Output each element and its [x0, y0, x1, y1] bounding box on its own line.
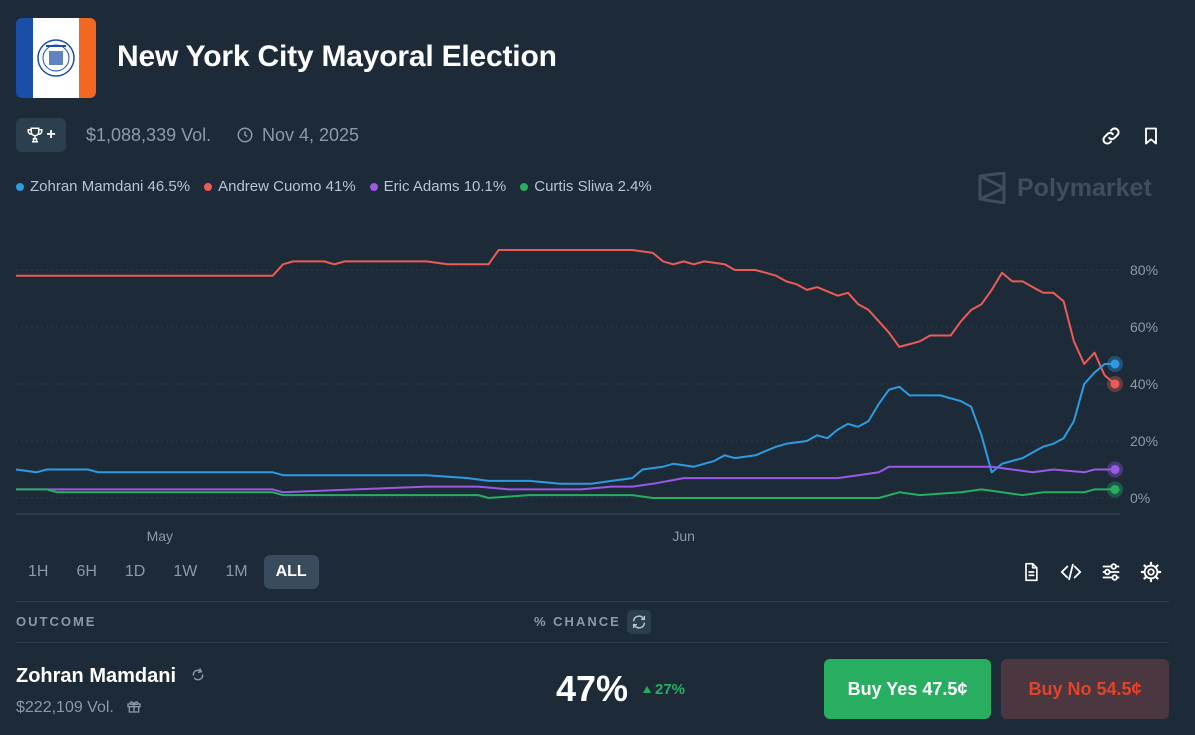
- trophy-plus: +: [46, 126, 56, 143]
- series-line-andrew-cuomo: [16, 249, 1116, 385]
- outcome-volume: $222,109 Vol.: [16, 698, 142, 717]
- buy-no-button[interactable]: Buy No 54.5¢: [1001, 659, 1169, 719]
- y-tick-label: 40%: [1130, 376, 1158, 392]
- polymarket-watermark: Polymarket: [977, 172, 1152, 204]
- range-6h[interactable]: 6H: [76, 563, 97, 580]
- refresh-button[interactable]: [627, 610, 651, 634]
- triangle-up-icon: [643, 685, 651, 693]
- gear-icon: [1140, 561, 1162, 583]
- seal-icon: [37, 39, 75, 77]
- link-button[interactable]: [1099, 124, 1123, 148]
- embed-button[interactable]: [1059, 560, 1083, 584]
- series-line-curtis-sliwa: [16, 488, 1115, 499]
- outcome-name[interactable]: Zohran Mamdani: [16, 665, 206, 688]
- code-icon: [1060, 563, 1082, 581]
- price-chart[interactable]: 80% 60% 40% 20% 0% May Jun: [0, 230, 1195, 550]
- page-title: New York City Mayoral Election: [117, 40, 557, 73]
- trophy-icon: [27, 127, 43, 143]
- y-tick-label: 0%: [1130, 490, 1150, 506]
- brand-text: Polymarket: [1017, 173, 1152, 202]
- divider: [16, 642, 1169, 643]
- series-endpoint: [1110, 379, 1120, 389]
- range-1d[interactable]: 1D: [124, 563, 146, 580]
- sync-icon: [192, 668, 203, 681]
- y-tick-label: 60%: [1130, 319, 1158, 335]
- document-icon: [1025, 562, 1038, 582]
- time-range-selector: 1H 6H 1D 1W 1M ALL: [16, 555, 319, 589]
- y-tick-label: 80%: [1130, 262, 1158, 278]
- legend-item-cuomo: Andrew Cuomo 41%: [204, 178, 356, 195]
- gift-icon: [127, 701, 141, 713]
- range-1h[interactable]: 1H: [28, 563, 49, 580]
- clock-icon: [237, 127, 253, 143]
- range-all[interactable]: ALL: [263, 555, 319, 589]
- outcome-chance: 47%: [556, 668, 629, 709]
- chart-legend: Zohran Mamdani 46.5% Andrew Cuomo 41% Er…: [16, 178, 652, 195]
- series-endpoint: [1110, 359, 1120, 369]
- series-endpoint: [1110, 465, 1120, 474]
- refresh-icon: [632, 615, 646, 629]
- x-tick-label: Jun: [672, 528, 695, 544]
- total-volume: $1,088,339 Vol.: [86, 124, 212, 145]
- nyc-flag-logo: [16, 18, 96, 98]
- range-1w[interactable]: 1W: [173, 563, 198, 580]
- legend-item-mamdani: Zohran Mamdani 46.5%: [16, 178, 190, 195]
- trophy-button[interactable]: +: [16, 118, 66, 152]
- outcome-column-header: OUTCOME: [16, 614, 97, 629]
- end-date-text: Nov 4, 2025: [262, 124, 360, 145]
- polymarket-logo-icon: [978, 172, 1006, 204]
- y-tick-label: 20%: [1130, 433, 1158, 449]
- bookmark-icon: [1145, 127, 1157, 145]
- bookmark-button[interactable]: [1139, 124, 1163, 148]
- end-date: Nov 4, 2025: [236, 118, 359, 152]
- chance-column-header: % CHANCE: [534, 614, 621, 629]
- legend-item-adams: Eric Adams 10.1%: [369, 178, 506, 195]
- link-icon: [1102, 127, 1120, 145]
- x-tick-label: May: [147, 528, 173, 544]
- range-1m[interactable]: 1M: [225, 563, 248, 580]
- settings-button[interactable]: [1139, 560, 1163, 584]
- buy-yes-button[interactable]: Buy Yes 47.5¢: [824, 659, 991, 719]
- document-button[interactable]: [1019, 560, 1043, 584]
- series-line-eric-adams: [16, 465, 1115, 494]
- chance-delta: 27%: [642, 681, 685, 698]
- sliders-icon: [1102, 563, 1120, 581]
- divider: [16, 601, 1169, 602]
- legend-item-sliwa: Curtis Sliwa 2.4%: [520, 178, 652, 195]
- series-line-zohran-mamdani: [15, 363, 1115, 485]
- series-endpoint: [1110, 484, 1120, 494]
- filters-button[interactable]: [1099, 560, 1123, 584]
